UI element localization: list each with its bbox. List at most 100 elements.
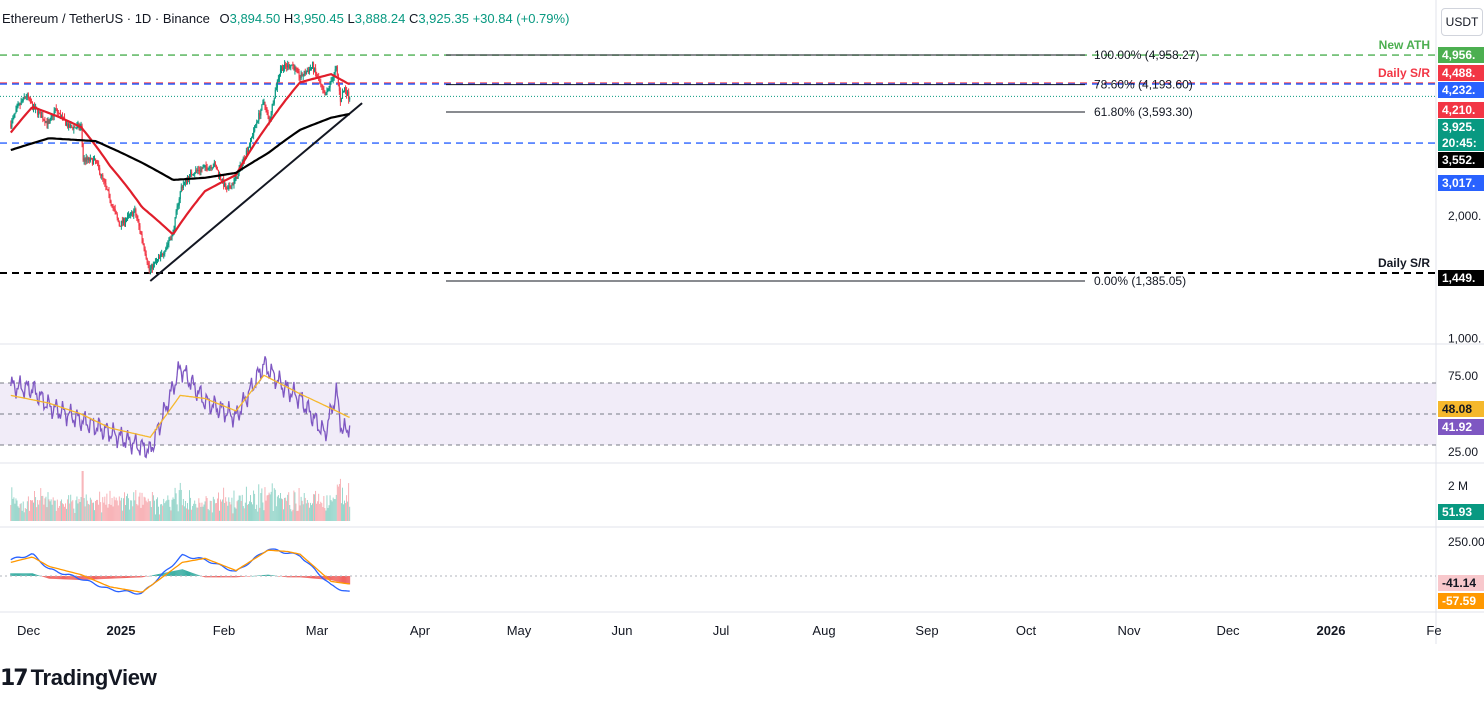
candle-body — [323, 89, 325, 94]
volume-bar — [332, 497, 334, 521]
volume-bar — [190, 497, 192, 521]
candle-body — [133, 211, 135, 217]
high-value: 3,950.45 — [293, 11, 344, 26]
macd-histogram-bar — [96, 576, 98, 580]
macd-histogram-bar — [339, 576, 341, 583]
volume-bar — [275, 506, 277, 521]
volume-bar — [25, 509, 27, 521]
macd-histogram-bar — [226, 576, 228, 578]
volume-bar — [104, 496, 106, 521]
volume-bar — [137, 505, 139, 521]
candle-body — [307, 70, 309, 73]
macd-histogram-bar — [242, 576, 244, 577]
candle-body — [45, 121, 47, 123]
volume-bar — [120, 497, 122, 521]
volume-bar — [331, 501, 333, 521]
candle-body — [193, 174, 195, 176]
candle-body — [50, 116, 52, 120]
candle-body — [334, 69, 336, 73]
volume-bar — [132, 506, 134, 521]
volume-bar — [173, 499, 175, 521]
currency-button[interactable]: USDT — [1441, 8, 1483, 36]
macd-histogram-bar — [229, 576, 231, 578]
candle-body — [194, 173, 196, 175]
volume-bar — [277, 495, 279, 521]
macd-histogram-bar — [127, 576, 129, 578]
price-badge — [1438, 135, 1484, 151]
volume-bar — [44, 498, 46, 521]
macd-histogram-bar — [120, 576, 122, 579]
volume-bar — [336, 484, 338, 521]
high-label: H — [283, 11, 294, 26]
candle-body — [190, 172, 192, 175]
macd-histogram-bar — [257, 575, 259, 577]
macd-histogram-bar — [330, 576, 332, 581]
macd-badge-text: -57.59 — [1442, 594, 1476, 608]
candle-body — [253, 131, 255, 136]
price-badge — [1438, 270, 1484, 286]
macd-histogram-bar — [253, 575, 255, 577]
candle-body — [280, 66, 283, 70]
candle-body — [164, 251, 166, 254]
volume-bar — [309, 502, 311, 521]
tradingview-brand[interactable]: 17 TradingView — [0, 664, 157, 692]
candle-body — [341, 92, 344, 99]
macd-histogram-bar — [319, 576, 321, 580]
volume-bar — [179, 482, 181, 521]
volume-bar — [37, 500, 39, 521]
symbol-title[interactable]: Ethereum / TetherUS · 1D · Binance — [2, 11, 210, 26]
volume-bar — [26, 501, 28, 521]
candle-body — [180, 186, 182, 192]
candle-body — [197, 170, 199, 172]
volume-bar — [273, 488, 275, 521]
volume-bar — [91, 502, 93, 521]
volume-bar — [265, 500, 267, 521]
candle-body — [320, 82, 322, 85]
macd-histogram-bar — [129, 576, 131, 578]
support-resistance-label: Daily S/R — [1378, 256, 1430, 270]
candle-body — [120, 220, 122, 227]
volume-bar — [307, 502, 309, 521]
volume-bar — [329, 495, 331, 521]
macd-histogram-bar — [102, 576, 104, 580]
candle-body — [290, 65, 292, 68]
volume-bar — [111, 497, 113, 521]
macd-histogram-bar — [171, 571, 173, 576]
macd-histogram-bar — [223, 576, 225, 578]
candle-body — [316, 72, 318, 77]
macd-histogram-bar — [335, 576, 337, 582]
volume-bar — [182, 498, 184, 521]
macd-histogram-bar — [178, 569, 180, 576]
macd-histogram-bar — [33, 573, 34, 576]
candle-body — [13, 114, 15, 118]
macd-histogram-bar — [317, 576, 319, 579]
candle-body — [27, 94, 29, 99]
candle-body — [303, 71, 305, 76]
volume-bar — [29, 500, 31, 521]
price-badge — [1438, 65, 1484, 81]
macd-histogram-bar — [348, 576, 350, 585]
macd-histogram-bar — [334, 576, 336, 582]
macd-histogram-bar — [343, 576, 344, 584]
volume-bar — [284, 497, 286, 521]
macd-histogram-bar — [37, 574, 39, 576]
macd-histogram-bar — [258, 575, 260, 576]
volume-bar — [38, 504, 40, 521]
macd-histogram-bar — [131, 576, 133, 578]
macd-histogram-bar — [329, 576, 331, 580]
volume-bar — [79, 501, 81, 521]
macd-histogram-bar — [342, 576, 343, 583]
volume-bar — [59, 501, 61, 521]
macd-histogram-bar — [263, 574, 265, 576]
candle-body — [178, 198, 180, 206]
macd-histogram-bar — [65, 576, 67, 580]
macd-badge-text: -41.14 — [1442, 576, 1476, 590]
macd-histogram-bar — [210, 576, 212, 578]
volume-bar — [242, 506, 244, 521]
candle-body — [101, 174, 103, 176]
volume-bar — [193, 503, 195, 521]
macd-histogram-bar — [234, 576, 236, 578]
candle-body — [225, 183, 227, 190]
macd-histogram-bar — [103, 576, 105, 580]
